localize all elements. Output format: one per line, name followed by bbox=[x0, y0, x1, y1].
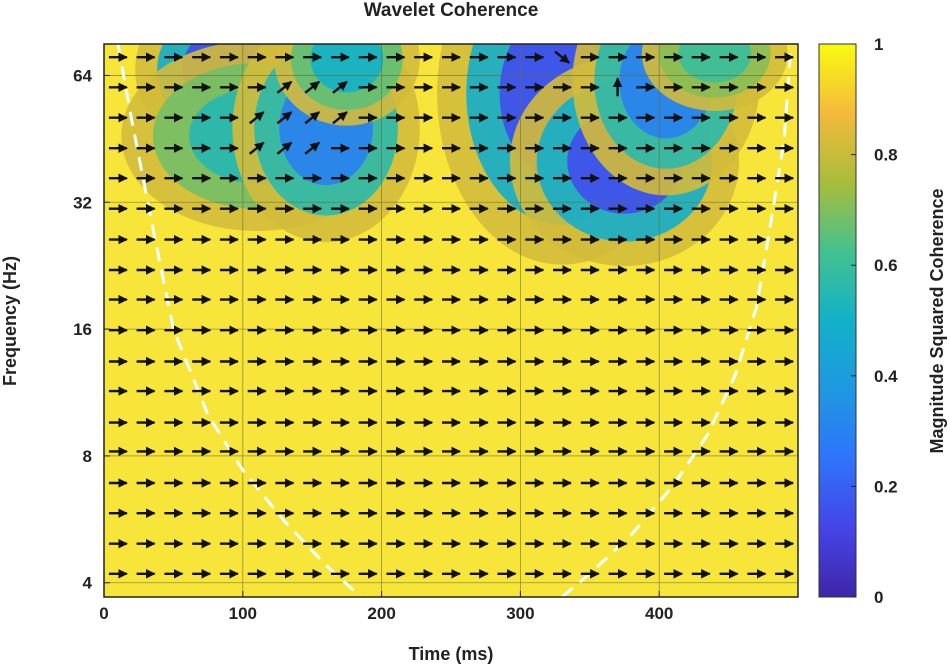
x-tick-label: 400 bbox=[645, 604, 673, 623]
x-axis-ticks: 0 100 200 300 400 bbox=[99, 591, 673, 623]
y-axis-label: Frequency (Hz) bbox=[0, 256, 20, 386]
colorbar-tick-label: 0 bbox=[874, 588, 883, 607]
phase-arrow bbox=[332, 111, 348, 125]
phase-arrow bbox=[276, 141, 293, 155]
x-tick-label: 300 bbox=[506, 604, 534, 623]
x-tick-label: 100 bbox=[229, 604, 257, 623]
phase-arrow bbox=[248, 141, 265, 155]
colorbar-label: Magnitude Squared Coherence bbox=[927, 188, 947, 453]
phase-arrow bbox=[276, 111, 293, 125]
x-tick-label: 200 bbox=[367, 604, 395, 623]
x-tick-label: 0 bbox=[99, 604, 108, 623]
phase-arrow bbox=[304, 141, 320, 155]
colorbar-ticks: 0 0.2 0.4 0.6 0.8 1 bbox=[851, 35, 898, 607]
plot-area bbox=[104, 44, 798, 597]
colorbar-tick-label: 1 bbox=[874, 35, 883, 54]
cone-of-influence bbox=[116, 44, 793, 597]
y-axis-ticks: 4 8 16 32 64 bbox=[73, 66, 110, 593]
y-tick-label: 64 bbox=[73, 66, 92, 85]
colorbar-tick-label: 0.6 bbox=[874, 256, 898, 275]
y-tick-label: 32 bbox=[73, 193, 92, 212]
y-tick-label: 4 bbox=[83, 574, 93, 593]
phase-arrow bbox=[276, 80, 293, 94]
y-tick-label: 16 bbox=[73, 320, 92, 339]
colorbar-tick-label: 0.4 bbox=[874, 367, 898, 386]
phase-arrow bbox=[332, 80, 348, 94]
phase-arrow bbox=[304, 80, 320, 94]
colorbar bbox=[818, 43, 857, 598]
phase-arrows bbox=[108, 50, 795, 579]
coherence-region bbox=[678, 44, 752, 83]
coi-left bbox=[116, 44, 362, 597]
colorbar-tick-label: 0.2 bbox=[874, 477, 898, 496]
colorbar-tick-label: 0.8 bbox=[874, 146, 898, 165]
phase-arrow bbox=[554, 50, 570, 64]
chart-title: Wavelet Coherence bbox=[364, 0, 539, 21]
phase-arrow bbox=[248, 111, 265, 125]
x-axis-label: Time (ms) bbox=[409, 644, 494, 664]
phase-arrow bbox=[304, 111, 320, 125]
plot-frame bbox=[103, 43, 799, 598]
y-tick-label: 8 bbox=[83, 447, 92, 466]
